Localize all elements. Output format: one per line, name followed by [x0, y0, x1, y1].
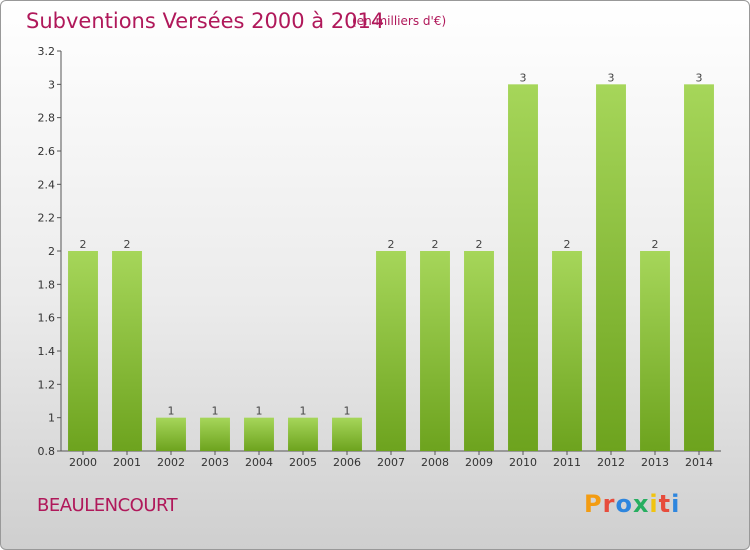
y-tick-label: 1.6 [38, 312, 56, 325]
chart-title: Subventions Versées 2000 à 2014 [26, 9, 385, 33]
y-tick-label: 2.8 [38, 112, 56, 125]
data-label-2007: 2 [388, 238, 395, 251]
chart-axes: 0.8 1 1.2 1.4 1.6 1.8 2 2.2 2.4 2.6 2.8 3 3.2 2000 200… [38, 45, 721, 469]
y-tick-label: 2.2 [38, 212, 56, 225]
bar-2004 [244, 417, 274, 451]
data-label-2001: 2 [124, 238, 131, 251]
bar-2010 [508, 84, 538, 451]
bar-2002 [156, 417, 186, 451]
data-label-2011: 2 [564, 238, 571, 251]
x-tick-label: 2011 [553, 456, 581, 469]
x-tick-label: 2006 [333, 456, 361, 469]
bar-2014 [684, 84, 714, 451]
x-tick-label: 2004 [245, 456, 273, 469]
x-tick-label: 2012 [597, 456, 625, 469]
data-label-2005: 1 [300, 405, 307, 418]
y-tick-label: 1 [48, 412, 55, 425]
bar-2005 [288, 417, 318, 451]
commune-name: BEAULENCOURT [37, 495, 178, 516]
y-tick-label: 1.8 [38, 278, 56, 291]
x-tick-label: 2007 [377, 456, 405, 469]
y-tick-label: 2.6 [38, 145, 56, 158]
x-tick-label: 2003 [201, 456, 229, 469]
chart-subtitle: (en milliers d'€) [352, 14, 447, 28]
y-tick-label: 2 [48, 245, 55, 258]
brand-logo: Proxiti [584, 490, 681, 518]
data-label-2006: 1 [344, 405, 351, 418]
data-label-2014: 3 [696, 71, 703, 84]
x-tick-label: 2002 [157, 456, 185, 469]
data-label-2010: 3 [520, 71, 527, 84]
y-tick-label: 1.4 [38, 345, 56, 358]
bar-2000 [68, 251, 98, 451]
x-tick-label: 2005 [289, 456, 317, 469]
bar-2007 [376, 251, 406, 451]
bar-2006 [332, 417, 362, 451]
x-tick-label: 2009 [465, 456, 493, 469]
data-label-2009: 2 [476, 238, 483, 251]
bar-2003 [200, 417, 230, 451]
bar-2013 [640, 251, 670, 451]
data-label-2008: 2 [432, 238, 439, 251]
data-label-2012: 3 [608, 71, 615, 84]
bars-group: 2 2 1 1 1 1 1 2 2 2 3 2 3 2 3 [68, 71, 714, 451]
x-tick-label: 2001 [113, 456, 141, 469]
data-label-2002: 1 [168, 405, 175, 418]
bar-2012 [596, 84, 626, 451]
data-label-2000: 2 [80, 238, 87, 251]
x-tick-label: 2008 [421, 456, 449, 469]
data-label-2004: 1 [256, 405, 263, 418]
y-tick-label: 3 [48, 78, 55, 91]
data-label-2003: 1 [212, 405, 219, 418]
x-tick-label: 2000 [69, 456, 97, 469]
x-tick-label: 2010 [509, 456, 537, 469]
bar-2011 [552, 251, 582, 451]
y-tick-label: 1.2 [38, 378, 56, 391]
x-tick-label: 2013 [641, 456, 669, 469]
bar-2001 [112, 251, 142, 451]
bar-2009 [464, 251, 494, 451]
bar-2008 [420, 251, 450, 451]
x-tick-label: 2014 [685, 456, 713, 469]
y-tick-label: 0.8 [38, 445, 56, 458]
y-tick-label: 2.4 [38, 178, 56, 191]
y-tick-label: 3.2 [38, 45, 56, 58]
data-label-2013: 2 [652, 238, 659, 251]
